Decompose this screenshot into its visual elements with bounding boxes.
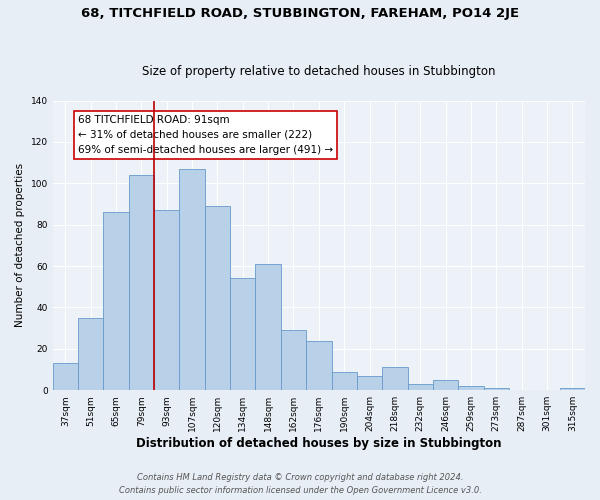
- Bar: [382, 368, 407, 390]
- Bar: [281, 330, 306, 390]
- Bar: [560, 388, 585, 390]
- X-axis label: Distribution of detached houses by size in Stubbington: Distribution of detached houses by size …: [136, 437, 502, 450]
- Bar: [407, 384, 433, 390]
- Bar: [332, 372, 357, 390]
- Bar: [179, 169, 205, 390]
- Bar: [53, 364, 78, 390]
- Bar: [256, 264, 281, 390]
- Bar: [433, 380, 458, 390]
- Text: Contains HM Land Registry data © Crown copyright and database right 2024.
Contai: Contains HM Land Registry data © Crown c…: [119, 474, 481, 495]
- Bar: [205, 206, 230, 390]
- Bar: [357, 376, 382, 390]
- Bar: [78, 318, 103, 390]
- Text: 68 TITCHFIELD ROAD: 91sqm
← 31% of detached houses are smaller (222)
69% of semi: 68 TITCHFIELD ROAD: 91sqm ← 31% of detac…: [78, 115, 333, 154]
- Bar: [103, 212, 129, 390]
- Y-axis label: Number of detached properties: Number of detached properties: [15, 164, 25, 328]
- Bar: [154, 210, 179, 390]
- Text: 68, TITCHFIELD ROAD, STUBBINGTON, FAREHAM, PO14 2JE: 68, TITCHFIELD ROAD, STUBBINGTON, FAREHA…: [81, 8, 519, 20]
- Bar: [306, 340, 332, 390]
- Bar: [458, 386, 484, 390]
- Title: Size of property relative to detached houses in Stubbington: Size of property relative to detached ho…: [142, 66, 496, 78]
- Bar: [129, 175, 154, 390]
- Bar: [484, 388, 509, 390]
- Bar: [230, 278, 256, 390]
